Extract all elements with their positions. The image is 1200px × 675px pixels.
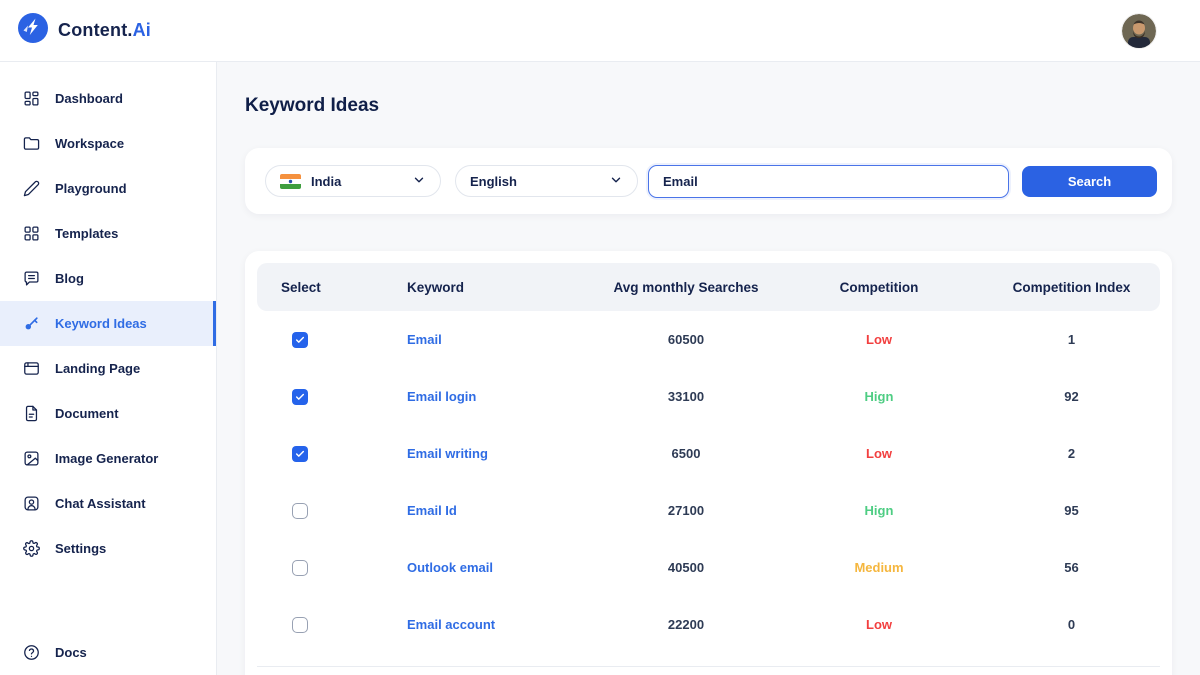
table-row: Email writing 6500 Low 2 (257, 425, 1160, 482)
keyword-input[interactable] (648, 164, 1009, 198)
browser-icon (23, 360, 40, 377)
table-header-row: Select Keyword Avg monthly Searches Comp… (257, 263, 1160, 311)
help-circle-icon (23, 644, 40, 661)
india-flag-icon (280, 173, 301, 189)
avg-monthly-searches-value: 33100 (667, 389, 705, 404)
sidebar-item-label: Keyword Ideas (55, 316, 147, 331)
sidebar-item-label: Landing Page (55, 361, 141, 376)
keyword-link[interactable]: Email Id (407, 503, 457, 518)
sidebar-item-keyword-ideas[interactable]: Keyword Ideas (0, 301, 216, 346)
sidebar-item-landing-page[interactable]: Landing Page (0, 346, 216, 391)
competition-value: Low (866, 446, 892, 461)
chat-user-icon (23, 495, 40, 512)
sidebar-item-settings[interactable]: Settings (0, 526, 216, 571)
image-icon (23, 450, 40, 467)
competition-value: Hign (864, 503, 894, 518)
row-checkbox[interactable] (292, 559, 308, 576)
avg-monthly-searches-value: 22200 (667, 617, 705, 632)
sidebar: Dashboard Workspace Playground Templates Blo… (0, 62, 217, 675)
top-bar: Content.Ai (0, 0, 1200, 62)
row-checkbox[interactable] (292, 502, 308, 519)
sidebar-item-dashboard[interactable]: Dashboard (0, 76, 216, 121)
sidebar-item-playground[interactable]: Playground (0, 166, 216, 211)
row-checkbox[interactable] (292, 331, 308, 348)
language-select[interactable]: English (455, 165, 638, 197)
keyword-link[interactable]: Email (407, 332, 442, 347)
column-header-select: Select (281, 279, 321, 295)
sidebar-item-image-generator[interactable]: Image Generator (0, 436, 216, 481)
country-select[interactable]: India (265, 165, 441, 197)
avg-monthly-searches-value: 27100 (667, 503, 705, 518)
competition-index-value: 56 (1064, 560, 1079, 575)
sidebar-item-label: Docs (55, 645, 87, 660)
competition-index-value: 95 (1064, 503, 1079, 518)
table-row: Email Id 27100 Hign 95 (257, 482, 1160, 539)
column-header-competition: Competition (839, 279, 919, 295)
column-header-keyword: Keyword (407, 279, 465, 295)
avg-monthly-searches-value: 60500 (667, 332, 705, 347)
sidebar-item-label: Blog (55, 271, 84, 286)
brand-name: Content.Ai (58, 20, 151, 40)
sidebar-item-blog[interactable]: Blog (0, 256, 216, 301)
competition-value: Hign (864, 389, 894, 404)
sidebar-item-templates[interactable]: Templates (0, 211, 216, 256)
sidebar-item-docs[interactable]: Docs (0, 630, 216, 675)
search-button[interactable]: Search (1022, 165, 1157, 197)
competition-value: Low (866, 617, 892, 632)
sidebar-item-workspace[interactable]: Workspace (0, 121, 216, 166)
main-content: Keyword Ideas India English (217, 62, 1200, 675)
row-checkbox[interactable] (292, 445, 308, 462)
key-icon (23, 315, 40, 332)
country-select-value: India (311, 173, 342, 189)
competition-index-value: 1 (1067, 332, 1076, 347)
dashboard-icon (23, 90, 40, 107)
competition-value: Low (866, 332, 892, 347)
competition-index-value: 2 (1067, 446, 1076, 461)
avg-monthly-searches-value: 40500 (667, 560, 705, 575)
row-checkbox[interactable] (292, 388, 308, 405)
chevron-down-icon (609, 173, 623, 190)
avg-monthly-searches-value: 6500 (671, 446, 701, 461)
page-title: Keyword Ideas (245, 95, 380, 116)
folder-icon (23, 135, 40, 152)
table-divider (257, 666, 1160, 667)
table-row: Email login 33100 Hign 92 (257, 368, 1160, 425)
sidebar-item-label: Chat Assistant (55, 496, 146, 511)
keyword-link[interactable]: Email login (407, 389, 477, 404)
blog-icon (23, 270, 40, 287)
sidebar-item-label: Image Generator (55, 451, 159, 466)
table-row: Outlook email 40500 Medium 56 (257, 539, 1160, 596)
column-header-competition-index: Competition Index (1012, 279, 1131, 295)
pen-icon (23, 180, 40, 197)
grid-icon (23, 225, 40, 242)
sidebar-item-label: Dashboard (55, 91, 123, 106)
table-row: Email 60500 Low 1 (257, 311, 1160, 368)
user-avatar[interactable] (1122, 13, 1156, 48)
file-icon (23, 405, 40, 422)
competition-index-value: 92 (1064, 389, 1079, 404)
keyword-link[interactable]: Email account (407, 617, 496, 632)
sidebar-item-label: Templates (55, 226, 119, 241)
sidebar-item-label: Playground (55, 181, 127, 196)
sidebar-item-document[interactable]: Document (0, 391, 216, 436)
sidebar-item-chat-assistant[interactable]: Chat Assistant (0, 481, 216, 526)
table-row: Email account 22200 Low 0 (257, 596, 1160, 653)
competition-value: Medium (854, 560, 904, 575)
gear-icon (23, 540, 40, 557)
language-select-value: English (470, 173, 517, 189)
sidebar-item-label: Workspace (55, 136, 125, 151)
row-checkbox[interactable] (292, 616, 308, 633)
brand-logo[interactable]: Content.Ai (18, 13, 151, 48)
keyword-results-table: Select Keyword Avg monthly Searches Comp… (245, 251, 1172, 675)
chevron-down-icon (412, 173, 426, 190)
column-header-avg: Avg monthly Searches (613, 279, 759, 295)
sidebar-item-label: Document (55, 406, 119, 421)
brand-logo-icon (18, 13, 48, 48)
keyword-link[interactable]: Email writing (407, 446, 488, 461)
sidebar-item-label: Settings (55, 541, 107, 556)
keyword-link[interactable]: Outlook email (407, 560, 493, 575)
keyword-search-card: India English Search (245, 148, 1172, 214)
competition-index-value: 0 (1067, 617, 1076, 632)
